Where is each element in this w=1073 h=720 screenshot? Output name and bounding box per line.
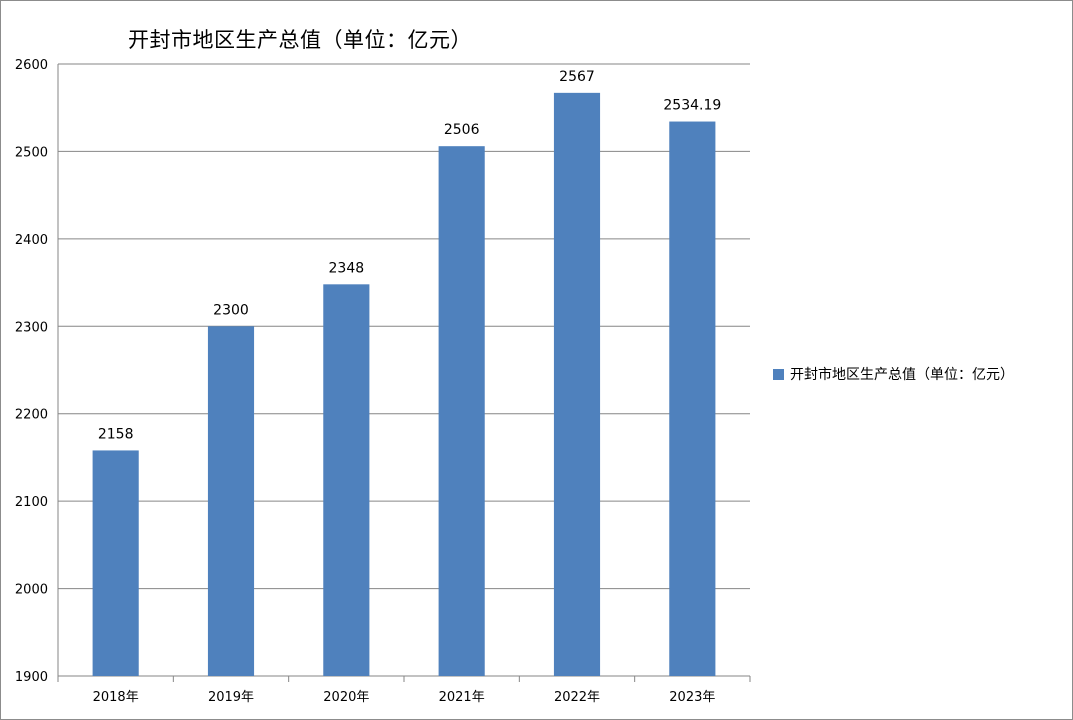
legend: 开封市地区生产总值（单位：亿元） — [773, 364, 1014, 384]
data-label: 2300 — [213, 302, 249, 318]
y-tick-label: 2600 — [15, 58, 48, 73]
y-tick-label: 2500 — [15, 145, 48, 160]
data-label: 2348 — [329, 260, 365, 276]
data-label: 2158 — [98, 426, 134, 442]
bar — [207, 326, 255, 676]
data-label: 2567 — [559, 69, 595, 85]
y-tick-label: 2100 — [15, 495, 48, 510]
legend-swatch — [773, 368, 784, 380]
data-label: 2534.19 — [663, 98, 721, 114]
y-tick-label: 1900 — [15, 670, 48, 685]
bar — [323, 284, 370, 676]
x-tick-label: 2021年 — [439, 690, 485, 705]
bar — [438, 146, 485, 676]
x-tick-label: 2022年 — [554, 690, 600, 705]
chart-title: 开封市地区生产总值（单位：亿元） — [128, 28, 472, 52]
y-tick-label: 2400 — [15, 233, 48, 248]
data-label: 2506 — [444, 122, 480, 138]
legend-label: 开封市地区生产总值（单位：亿元） — [790, 367, 1014, 383]
bar — [669, 121, 716, 676]
y-tick-label: 2000 — [15, 583, 48, 598]
bar — [553, 92, 601, 676]
bar — [92, 450, 139, 676]
y-tick-label: 2300 — [15, 320, 48, 335]
x-tick-label: 2019年 — [208, 690, 254, 705]
x-tick-label: 2018年 — [93, 690, 139, 705]
x-tick-label: 2020年 — [323, 690, 369, 705]
y-tick-label: 2200 — [15, 408, 48, 423]
x-tick-label: 2023年 — [669, 690, 715, 705]
